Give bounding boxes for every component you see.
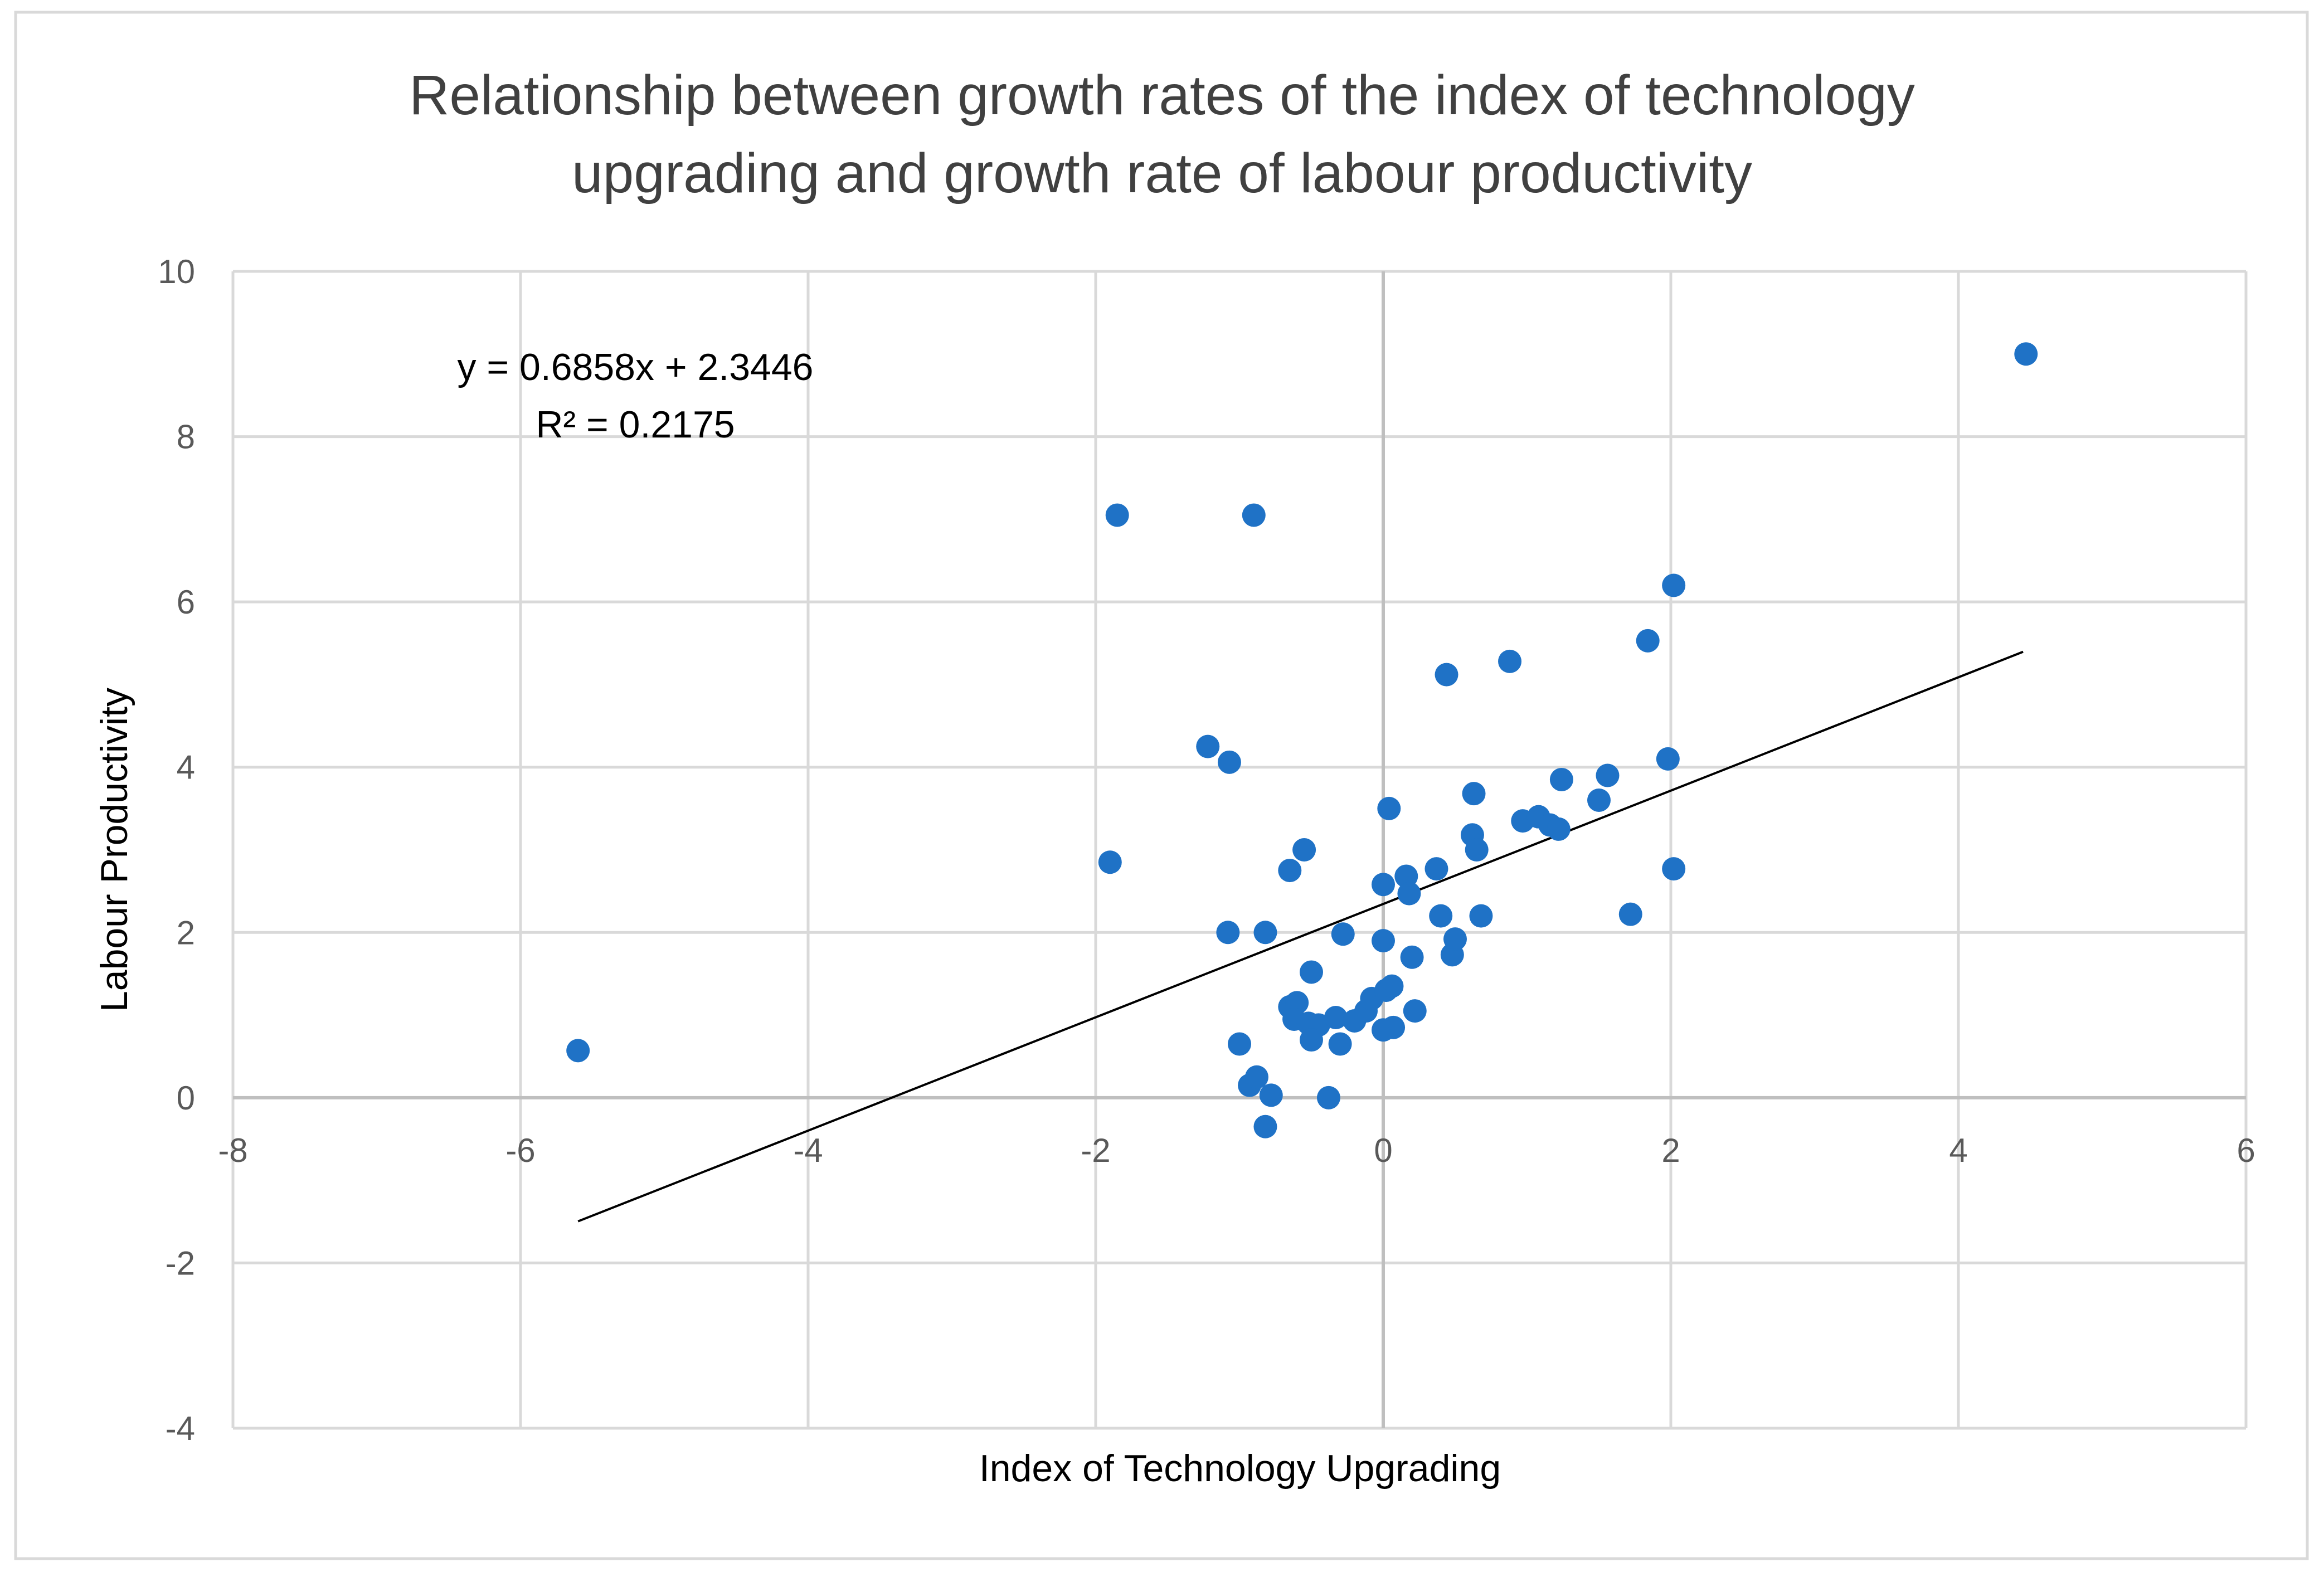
y-tick-label-6: 6 xyxy=(177,583,195,621)
data-point-24 xyxy=(1328,1032,1352,1056)
data-point-8 xyxy=(1292,838,1316,862)
data-point-39 xyxy=(1397,882,1421,906)
data-point-45 xyxy=(1498,649,1522,673)
data-point-48 xyxy=(1465,838,1489,862)
y-tick-label--4: -4 xyxy=(166,1410,195,1447)
x-axis-title: Index of Technology Upgrading xyxy=(979,1447,1501,1490)
y-tick-label-4: 4 xyxy=(177,749,195,786)
data-point-35 xyxy=(1380,974,1404,998)
data-point-36 xyxy=(1400,945,1424,969)
x-tick-label-2: 2 xyxy=(1661,1132,1680,1169)
data-point-9 xyxy=(1278,859,1302,883)
chart-title-line-1: Relationship between growth rates of the… xyxy=(409,64,1915,126)
data-point-10 xyxy=(1228,1032,1251,1056)
y-tick-label--2: -2 xyxy=(166,1244,195,1282)
x-tick-label--2: -2 xyxy=(1081,1132,1110,1169)
x-tick-label-6: 6 xyxy=(2237,1132,2255,1169)
data-point-41 xyxy=(1429,904,1453,928)
data-point-53 xyxy=(1547,817,1571,841)
data-point-3 xyxy=(1098,850,1122,874)
x-tick-label--6: -6 xyxy=(505,1132,535,1169)
data-points xyxy=(566,342,2038,1138)
data-point-16 xyxy=(1300,960,1323,984)
trendline xyxy=(577,650,2024,1223)
y-tick-label-0: 0 xyxy=(177,1079,195,1117)
data-point-4 xyxy=(1196,734,1220,758)
data-point-33 xyxy=(1382,1015,1406,1039)
trendline-equation: y = 0.6858x + 2.3446 xyxy=(458,346,814,388)
data-point-40 xyxy=(1424,857,1448,881)
chart-title-line-2: upgrading and growth rate of labour prod… xyxy=(572,142,1752,205)
x-tick-label--4: -4 xyxy=(793,1132,823,1169)
data-point-62 xyxy=(2014,342,2038,366)
data-point-2 xyxy=(1242,503,1266,527)
zero-axes xyxy=(233,271,2246,1428)
tick-labels: -8 -6 -4 -2 0 2 4 6 -4 -2 0 2 4 6 8 10 xyxy=(158,253,2255,1447)
data-point-47 xyxy=(1462,782,1486,806)
chart-area-border xyxy=(14,11,2309,1560)
gridlines xyxy=(231,270,2248,1430)
trendline-group xyxy=(577,650,2024,1223)
x-tick-label-4: 4 xyxy=(1949,1132,1967,1169)
data-point-60 xyxy=(1662,573,1686,597)
data-point-7 xyxy=(1253,921,1277,945)
y-tick-label-10: 10 xyxy=(158,253,195,290)
y-tick-label-2: 2 xyxy=(177,914,195,951)
data-point-43 xyxy=(1443,927,1467,951)
data-point-49 xyxy=(1469,904,1493,928)
trendline-r-squared: R² = 0.2175 xyxy=(536,403,735,446)
data-point-44 xyxy=(1435,663,1458,687)
y-tick-label-8: 8 xyxy=(177,418,195,456)
data-point-30 xyxy=(1372,873,1395,897)
data-point-29 xyxy=(1372,929,1395,953)
data-point-57 xyxy=(1618,902,1642,926)
data-point-13 xyxy=(1259,1083,1283,1107)
data-point-0 xyxy=(566,1039,590,1063)
data-point-15 xyxy=(1316,1086,1340,1109)
data-point-55 xyxy=(1587,789,1611,812)
data-point-23 xyxy=(1324,1006,1348,1030)
data-point-22 xyxy=(1300,1028,1323,1052)
data-point-14 xyxy=(1253,1114,1277,1138)
data-point-58 xyxy=(1636,629,1660,653)
data-point-5 xyxy=(1217,750,1241,774)
x-tick-label-0: 0 xyxy=(1374,1132,1392,1169)
data-point-6 xyxy=(1216,921,1240,945)
data-point-1 xyxy=(1105,503,1129,527)
data-point-59 xyxy=(1656,747,1680,771)
data-point-38 xyxy=(1394,864,1418,888)
data-point-54 xyxy=(1549,767,1573,791)
x-tick-label--8: -8 xyxy=(218,1132,247,1169)
data-point-31 xyxy=(1377,796,1401,820)
data-point-56 xyxy=(1596,763,1620,787)
y-axis-title: Labour Productivity xyxy=(93,688,135,1012)
data-point-12 xyxy=(1244,1065,1268,1089)
data-point-61 xyxy=(1662,857,1686,881)
data-point-28 xyxy=(1331,922,1355,946)
data-point-37 xyxy=(1403,999,1427,1023)
